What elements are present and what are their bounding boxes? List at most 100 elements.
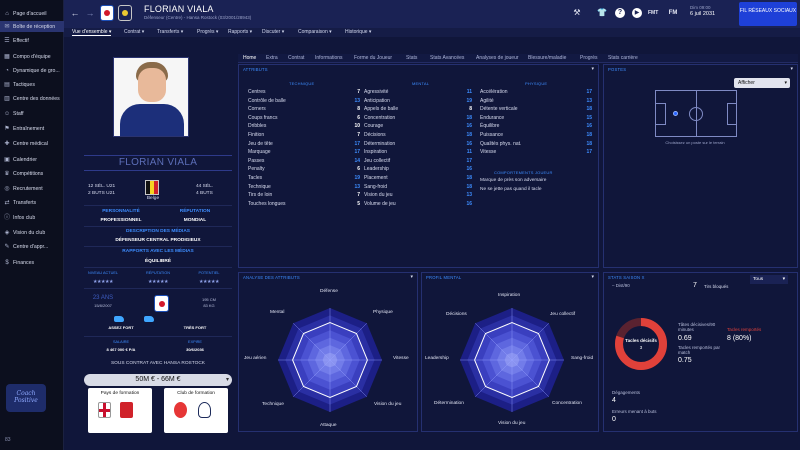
sidebar-item[interactable]: ◎ Recrutement xyxy=(0,183,64,194)
tab-item[interactable]: Stats carrière xyxy=(608,55,638,61)
attribute-row[interactable]: Vision du jeu 13 xyxy=(364,191,472,199)
tab-item[interactable]: Blessure/maladie xyxy=(528,55,567,61)
menu-item[interactable]: Historique ▾ xyxy=(345,29,372,35)
youtube-icon[interactable]: ▶ xyxy=(632,8,642,18)
training-club-badge-icon[interactable] xyxy=(120,402,133,418)
attribute-row[interactable]: Sang-froid 18 xyxy=(364,183,472,191)
attribute-row[interactable]: Jeu collectif 17 xyxy=(364,157,472,165)
position-marker-icon[interactable] xyxy=(673,111,678,116)
attribute-row[interactable]: Vitesse 17 xyxy=(480,148,592,156)
sidebar-item[interactable]: ✎ Centre d'appr... xyxy=(0,241,64,252)
attribute-row[interactable]: Agressivité 11 xyxy=(364,88,472,96)
help-icon[interactable]: ? xyxy=(615,8,625,18)
club-badge-icon[interactable] xyxy=(154,295,169,312)
tab-item[interactable]: Analyses de joueur xyxy=(476,55,519,61)
back-arrow-icon[interactable]: ← xyxy=(70,8,80,18)
tab-item[interactable]: Informations xyxy=(315,55,343,61)
sidebar-item[interactable]: ☰ Effectif xyxy=(0,35,64,46)
menu-item[interactable]: Comparaison ▾ xyxy=(298,29,332,35)
attribute-row[interactable]: Détermination 16 xyxy=(364,140,472,148)
sidebar-item[interactable]: ▤ Tactiques xyxy=(0,79,64,90)
sidebar-item[interactable]: ☺ Staff xyxy=(0,108,64,119)
attribute-row[interactable]: Anticipation 19 xyxy=(364,97,472,105)
attribute-row[interactable]: Tirs de loin 7 xyxy=(248,191,360,199)
attribute-row[interactable]: Coups francs 6 xyxy=(248,114,360,122)
shirt-icon[interactable]: 👕 xyxy=(597,8,607,17)
position-pitch[interactable] xyxy=(655,90,737,137)
sidebar-item[interactable]: ✚ Centre médical xyxy=(0,138,64,149)
attribute-row[interactable]: Technique 13 xyxy=(248,183,360,191)
menu-item[interactable]: Discuter ▾ xyxy=(262,29,285,35)
attribute-row[interactable]: Endurance 15 xyxy=(480,114,592,122)
sidebar-item[interactable]: ⌂ Page d'accueil xyxy=(0,8,64,19)
menu-item[interactable]: Vue d'ensemble ▾ xyxy=(72,29,112,36)
sidebar-item[interactable]: ◔ Dynamique de gro... xyxy=(0,65,64,76)
attribute-row[interactable]: Agilité 13 xyxy=(480,97,592,105)
sidebar-item[interactable]: ⇄ Transferts xyxy=(0,197,64,208)
game-date[interactable]: Dim 09:00 6 juil 2031 xyxy=(690,5,715,17)
attribute-row[interactable]: Dribbles 10 xyxy=(248,122,360,130)
attribute-row[interactable]: Équilibre 16 xyxy=(480,122,592,130)
menu-item[interactable]: Rapports ▾ xyxy=(228,29,253,35)
stats-filter-dropdown[interactable]: Tous ▾ xyxy=(750,275,788,284)
social-feed-button[interactable]: FIL RÉSEAUX SOCIAUX xyxy=(739,2,797,26)
england-flag-icon[interactable] xyxy=(98,402,111,418)
tab-item[interactable]: Stats xyxy=(406,55,418,61)
hammer-icon[interactable]: ⚒ xyxy=(573,8,581,17)
attributes-options-icon[interactable]: ▾ xyxy=(591,66,594,72)
attribute-row[interactable]: Volume de jeu 16 xyxy=(364,200,472,208)
attribute-row[interactable]: Concentration 18 xyxy=(364,114,472,122)
trait-item[interactable]: Ne se jette pas quand il tacle xyxy=(480,187,542,192)
trait-item[interactable]: Marque de près son adversaire xyxy=(480,178,547,183)
menu-item[interactable]: Transferts ▾ xyxy=(157,29,184,35)
attribute-row[interactable]: Passes 14 xyxy=(248,157,360,165)
fm-icon[interactable]: FM xyxy=(668,10,678,16)
player-value-selector[interactable]: 50M € - 66M € ▾ xyxy=(84,374,232,386)
attribute-row[interactable]: Placement 18 xyxy=(364,174,472,182)
attribute-row[interactable]: Appels de balle 8 xyxy=(364,105,472,113)
sidebar-item[interactable]: ✉ Boîte de réception xyxy=(0,21,64,32)
forward-arrow-icon[interactable]: → xyxy=(85,8,95,18)
analysis-options-icon[interactable]: ▾ xyxy=(410,274,413,280)
sidebar-item[interactable]: ♛ Compétitions xyxy=(0,168,64,179)
training-club-crest-icon[interactable] xyxy=(174,402,187,418)
attribute-row[interactable]: Jeu de tête 17 xyxy=(248,140,360,148)
tab-item[interactable]: Extra xyxy=(266,55,278,61)
tab-item[interactable]: Home xyxy=(243,55,257,61)
attribute-row[interactable]: Touches longues 5 xyxy=(248,200,360,208)
sidebar-item[interactable]: ▣ Calendrier xyxy=(0,154,64,165)
attribute-row[interactable]: Puissance 18 xyxy=(480,131,592,139)
sidebar-item[interactable]: ▦ Compo d'équipe xyxy=(0,51,64,62)
belgium-flag-icon[interactable] xyxy=(145,180,159,195)
fmt-icon[interactable]: FMT xyxy=(648,10,659,16)
attribute-row[interactable]: Centres 7 xyxy=(248,88,360,96)
attribute-row[interactable]: Inspiration 11 xyxy=(364,148,472,156)
attribute-row[interactable]: Détente verticale 18 xyxy=(480,105,592,113)
attribute-row[interactable]: Décisions 18 xyxy=(364,131,472,139)
positions-options-icon[interactable]: ▾ xyxy=(790,66,793,72)
tab-item[interactable]: Forme du Joueur xyxy=(354,55,393,61)
attribute-row[interactable]: Qualités phys. nat. 18 xyxy=(480,140,592,148)
display-dropdown[interactable]: Afficher ▾ xyxy=(734,78,790,88)
nation-flag-icon[interactable] xyxy=(118,5,132,21)
attribute-row[interactable]: Corners 8 xyxy=(248,105,360,113)
tab-item[interactable]: Progrès xyxy=(580,55,598,61)
attribute-row[interactable]: Contrôle de balle 13 xyxy=(248,97,360,105)
menu-item[interactable]: Progrès ▾ xyxy=(197,29,219,35)
tab-item[interactable]: Stats Avancées xyxy=(430,55,465,61)
tab-item[interactable]: Contrat xyxy=(288,55,305,61)
sidebar-item[interactable]: ⚑ Entraînement xyxy=(0,123,64,134)
attribute-row[interactable]: Penalty 6 xyxy=(248,165,360,173)
attribute-row[interactable]: Tacles 19 xyxy=(248,174,360,182)
sidebar-item[interactable]: $ Finances xyxy=(0,257,64,268)
attribute-row[interactable]: Finition 7 xyxy=(248,131,360,139)
club-crest-icon[interactable] xyxy=(100,5,114,21)
sidebar-item[interactable]: ⓘ Infos club xyxy=(0,212,64,223)
attribute-row[interactable]: Marquage 17 xyxy=(248,148,360,156)
sidebar-item[interactable]: ▥ Centre des données xyxy=(0,93,64,104)
attribute-row[interactable]: Accélération 17 xyxy=(480,88,592,96)
mental-options-icon[interactable]: ▾ xyxy=(591,274,594,280)
tottenham-crest-icon[interactable] xyxy=(198,402,211,418)
attribute-row[interactable]: Leadership 16 xyxy=(364,165,472,173)
menu-item[interactable]: Contrat ▾ xyxy=(124,29,145,35)
